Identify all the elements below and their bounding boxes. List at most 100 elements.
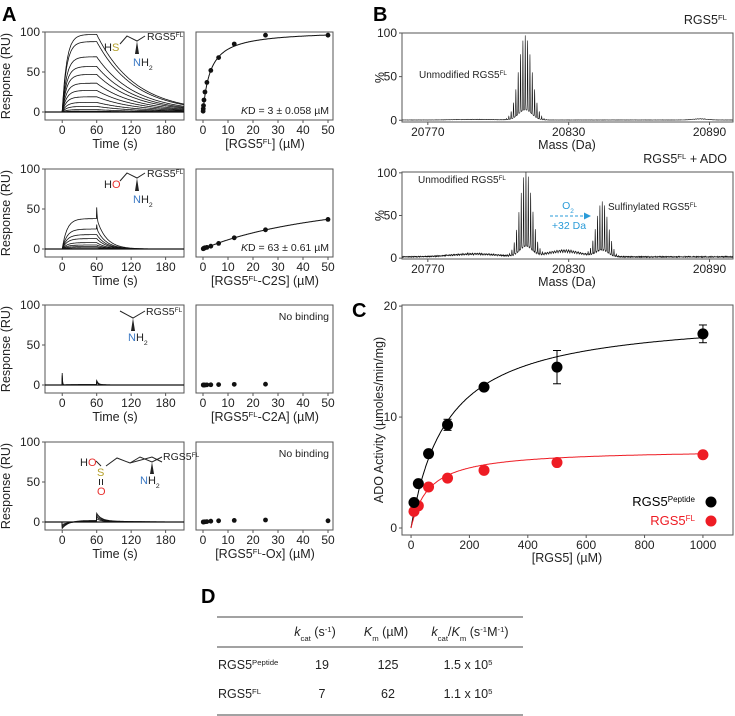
y-axis-label: ADO Activity (µmoles/min/mg)	[372, 337, 386, 503]
kinetics-table: kcat (s-1) Km (µM) kcat/Km (s-1M-1)RGS5Pep…	[217, 616, 523, 716]
x-axis-label-part: FL	[249, 274, 259, 283]
oxo-label: O	[97, 486, 106, 498]
y-axis-label-part: ADO Activity (µmoles/min/mg)	[372, 337, 386, 503]
x-tick-label: 20	[246, 396, 260, 410]
x-tick-label: 10	[221, 260, 235, 274]
kd-annotation-part: K	[241, 105, 249, 117]
panel-label-a-part: A	[2, 4, 16, 26]
sensorgram-trace	[45, 377, 184, 386]
protein-label: RGS5FL	[147, 168, 184, 180]
kd-annotation-part: K	[241, 242, 249, 254]
plot-area	[200, 32, 331, 114]
panel-label-a: A	[2, 4, 16, 26]
binding-data-point	[208, 382, 214, 388]
x-tick-label: 50	[321, 123, 335, 137]
binding-data-point	[263, 517, 268, 523]
binding-data-point	[231, 381, 237, 387]
binding-data-point	[216, 382, 222, 387]
x-tick-label-part: 0	[200, 260, 207, 274]
x-tick-label-part: 60	[90, 260, 104, 274]
x-tick-label: 50	[321, 533, 335, 547]
y-tick-label: 100	[20, 435, 40, 449]
y-tick-label-part: 0	[390, 251, 397, 265]
stereo-wedge	[150, 462, 154, 474]
x-tick-label-part: 30	[271, 533, 285, 547]
column-header-kcat-part: )	[332, 625, 336, 639]
x-tick-label: 60	[90, 396, 104, 410]
data-point-peptide	[442, 419, 454, 431]
sensorgram-trace	[45, 90, 184, 113]
x-tick-label: 20770	[411, 125, 445, 139]
plot-frame	[401, 304, 734, 536]
x-tick-label-part: 30	[271, 123, 285, 137]
spectrum-title: RGS5FL	[684, 13, 728, 28]
data-point-peptide	[408, 496, 420, 508]
column-header-efficiency-part: )	[504, 625, 508, 639]
x-tick-label: 30	[271, 123, 285, 137]
cell-kcat-part: 19	[315, 658, 329, 672]
x-tick-label-part: 50	[321, 123, 335, 137]
y-tick-label: 20	[384, 299, 398, 313]
binding-data-point	[204, 80, 210, 85]
sulfur-label: S	[97, 467, 104, 479]
x-tick-label: 120	[121, 260, 141, 274]
y-tick-label-part: 20	[384, 299, 398, 313]
cell-km-part: 125	[378, 658, 399, 672]
plot-frame	[195, 168, 334, 258]
x-tick-label-part: 0	[408, 538, 415, 552]
no-binding-annotation-part: No binding	[279, 448, 329, 460]
amine-label-part: H	[141, 57, 149, 69]
binding-plot: 0 10 20 30 40 50[RGS5FL-Ox] (µM)No binding	[195, 441, 335, 561]
data-point-peptide	[551, 361, 563, 373]
sensorgram-trace	[45, 74, 184, 113]
y-tick-label: 100	[20, 162, 40, 176]
x-tick-label-part: 50	[321, 396, 335, 410]
plot-area	[402, 172, 733, 259]
binding-data-point	[202, 89, 208, 95]
hydroxyl-label: HO	[80, 457, 97, 469]
spectrum-title-part: FL	[677, 152, 687, 161]
y-tick-label: 0	[33, 105, 40, 119]
y-tick-label-part: 100	[20, 435, 40, 449]
plot-area	[45, 207, 184, 250]
x-axis-label-part: FL	[253, 547, 263, 556]
cell-efficiency-part: 1.1 x 10	[444, 687, 489, 701]
chemical-bond	[119, 35, 146, 45]
sulfur-label-part: S	[97, 467, 104, 479]
data-point-fl	[478, 464, 490, 476]
column-header-kcat-part: cat	[300, 634, 311, 643]
binding-plot: 0 10 20 30 40 50[RGS5FL-C2A] (µM)No binding	[195, 304, 335, 424]
arrow-label-mass-shift: +32 Da	[552, 220, 586, 232]
cell-kcat: 7	[319, 687, 326, 701]
x-tick-label: 0	[59, 260, 66, 274]
plot-frame	[195, 31, 334, 121]
y-axis-label-part: Response (RU)	[0, 443, 13, 529]
kd-annotation-part: D	[248, 105, 256, 117]
x-tick-label-part: 60	[90, 533, 104, 547]
x-axis-label-part: -Ox	[262, 547, 283, 561]
x-tick-label: 20	[246, 533, 260, 547]
peak-annotation-sulfinylated-part: Sulfinylated	[608, 202, 662, 213]
sensorgram-trace	[45, 41, 184, 113]
row-label: RGS5FL	[218, 687, 262, 702]
sensorgram-trace	[45, 96, 184, 113]
x-tick-label-part: 0	[59, 533, 66, 547]
plot-area	[200, 217, 331, 252]
y-tick-label-part: 100	[20, 162, 40, 176]
row-label-part: Peptide	[252, 658, 278, 667]
sensorgram-trace	[45, 372, 184, 386]
arrow-label-o2-part: 2	[570, 208, 574, 215]
x-tick-label: 180	[156, 123, 176, 137]
binding-data-point	[204, 519, 210, 524]
panel-label-c: C	[352, 300, 366, 322]
amine-label-part: N	[133, 194, 141, 206]
column-header-kcat-part: k	[294, 625, 301, 639]
column-header-efficiency-part: -1	[480, 625, 487, 634]
peak-annotation-sulfinylated-part: RGS5	[662, 202, 690, 213]
x-tick-label-part: 180	[156, 396, 176, 410]
plot-area	[402, 35, 733, 121]
x-tick-label-part: 40	[296, 396, 310, 410]
x-tick-label-part: 20830	[552, 262, 586, 276]
